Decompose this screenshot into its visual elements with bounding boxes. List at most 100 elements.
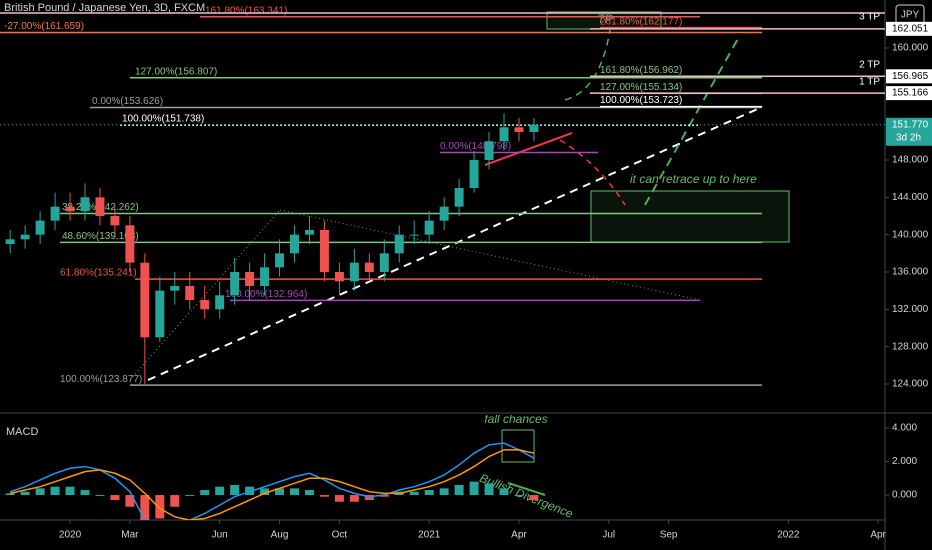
candle-body [275,253,285,268]
level-label: 127.00%(156.807) [135,66,217,77]
candle-body [290,234,299,254]
price-badge [886,86,932,101]
histogram-bar [379,495,389,497]
histogram-bar [80,490,90,496]
price-badge [886,117,932,146]
candle-body [35,220,45,235]
projection [644,34,741,206]
target-label: 1 TP [859,77,880,88]
retrace-zone [590,190,790,243]
candle-body [469,159,479,188]
macd-pane: fall chances Bullish Divergence [5,412,576,521]
level-label: 48.60%(139.168) [62,231,139,242]
price-badge [886,69,932,84]
y-tick-label: 160.000 [892,43,929,54]
histogram-bar [170,495,180,507]
trend-line [484,132,573,166]
candle-body [499,127,509,142]
histogram-bar [95,495,105,497]
candle-body [260,267,270,286]
y-tick-label: 148.000 [892,155,929,166]
x-tick-label: 2020 [59,530,82,541]
histogram-bar [20,491,30,496]
annotation: fall chances [484,412,547,426]
candle-body [140,262,150,338]
x-tick-label: Mar [121,530,139,541]
candle-body [514,127,524,132]
histogram-bar [319,495,329,497]
price-badge-label: 151.770 [892,119,929,130]
candle-body [319,229,329,272]
histogram-bar [155,495,165,519]
x-tick-label: Jun [212,530,228,541]
level-label: 100.00%(153.723) [600,95,682,106]
x-tick-label: 2021 [418,530,441,541]
histogram-bar [439,488,449,496]
candle-body [65,206,75,212]
candle-body [334,271,344,282]
candle-body [20,234,30,240]
candle-body [424,220,434,235]
candle-body [5,239,15,244]
trend-dotted [129,209,281,381]
y-tick-label: 140.000 [892,229,929,240]
histogram-bar [230,485,240,496]
histogram-bar [364,495,374,501]
chart-title: British Pound / Japanese Yen, 3D, FXCM [4,2,205,14]
currency[interactable]: JPY [901,10,920,21]
x-tick-label: Aug [271,530,289,541]
histogram-bar [200,490,210,496]
x-tick-label: 2022 [777,530,800,541]
histogram-bar [424,490,434,496]
price-badge-sub: 3d 2h [896,132,921,143]
level-label: 0.00%(153.626) [92,96,163,107]
level-label: 100.00%(151.738) [122,114,204,125]
level-label: 100.00%(123.877) [60,374,142,385]
histogram-bar [65,486,75,496]
divergence-line [507,482,546,496]
candle-body [454,187,464,207]
annotation: TP [597,12,612,26]
x-tick-label: Sep [660,530,678,541]
level-label: 0.00%(148.798) [440,141,511,152]
candle-body [439,206,449,221]
candle-body [95,197,105,216]
candle-body [170,285,180,291]
annotation: Bullish Divergence [478,471,576,521]
y-tick-label: 124.000 [892,379,929,390]
price-pane: it can retrace up to here TP 161.80%(163… [0,5,885,386]
histogram-bar [290,488,299,496]
histogram-bar [275,488,285,496]
price-badge [886,21,932,36]
annotation-box [501,429,535,463]
candle-body [379,253,389,272]
candle-body [529,124,539,132]
candle-body [230,271,240,296]
pane-title: MACD [6,426,38,438]
histogram-bar [125,495,135,507]
target-label: 2 TP [859,60,880,71]
histogram-bar [110,495,120,501]
y-tick-label: 136.000 [892,267,929,278]
candle-body [80,197,90,212]
y-tick-label: 4.000 [892,423,917,434]
candle-body [200,299,210,310]
level-label: 127.00%(155.134) [600,82,682,93]
level-label: -27.00%(161.659) [4,21,84,32]
candle-body [304,229,314,235]
level-label: 61.80%(135.241) [60,268,137,279]
x-tick-label: Apr [870,530,886,541]
price-badge-label: 162.051 [892,23,929,34]
y-tick-label: 132.000 [892,304,929,315]
histogram-bar [334,495,344,502]
candle-body [50,206,60,221]
histogram-bar [304,490,314,496]
price-badge-label: 156.965 [892,71,929,82]
macd-line [10,449,535,520]
histogram-bar [50,486,60,496]
x-tick-label: Jul [602,530,615,541]
histogram-bar [454,485,464,496]
x-tick-label: Apr [511,530,527,541]
price-badge-label: 155.166 [892,88,929,99]
